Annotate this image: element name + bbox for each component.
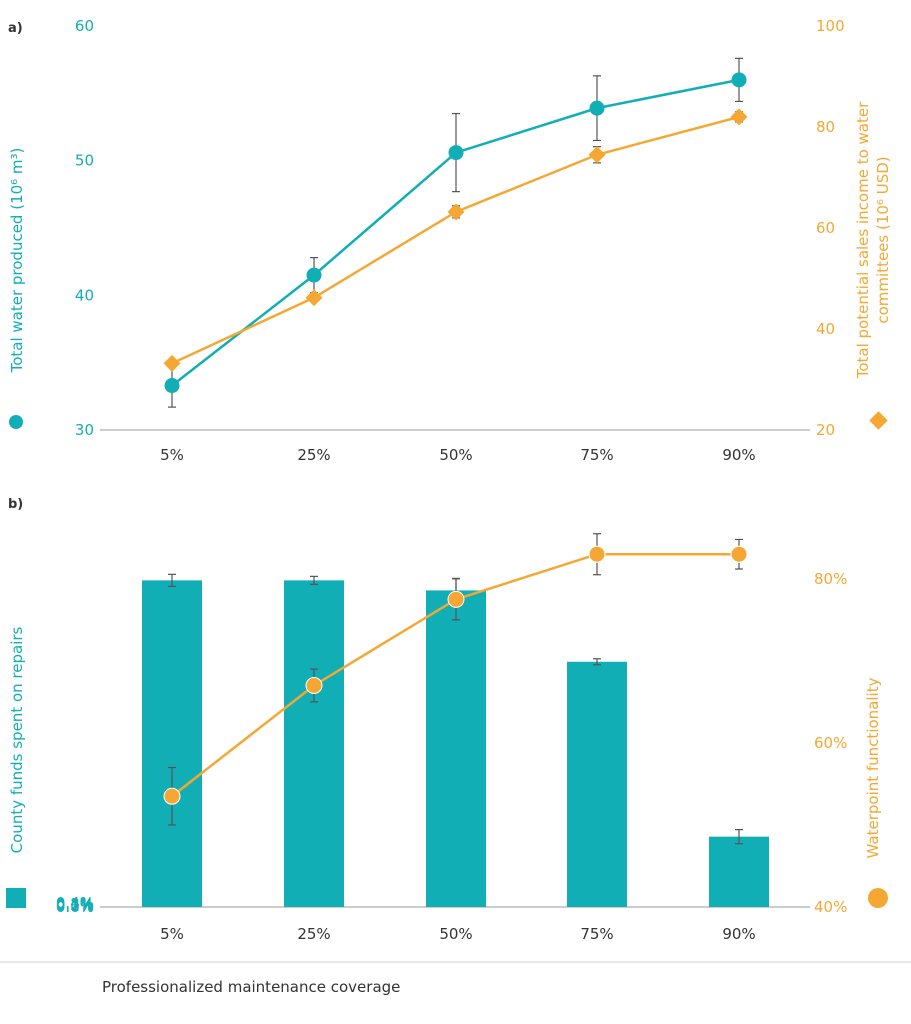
panel-a-right-tick-label: 80 <box>816 118 835 136</box>
panel-b-functionality-point <box>163 787 181 805</box>
panel-b-x-tick-label: 25% <box>297 925 330 943</box>
panel-a-label: a) <box>8 21 23 36</box>
panel-b-x-tick-label: 50% <box>439 925 472 943</box>
panel-b-repair-bar <box>284 580 344 907</box>
panel-a-income-point <box>305 289 323 307</box>
panel-a-right-tick-label: 60 <box>816 219 835 237</box>
panel-a-left-tick-label: 40 <box>75 286 94 304</box>
panel-a-water-point <box>306 267 322 283</box>
panel-a-income-point <box>588 146 606 164</box>
panel-b-left-axis-label: County funds spent on repairs <box>8 626 26 853</box>
panel-a-x-tick-label: 75% <box>580 446 613 464</box>
panel-b-right-tick-label: 40% <box>814 898 847 916</box>
panel-b-repair-bar <box>567 661 627 907</box>
panel-a-water-point <box>164 378 180 394</box>
panel-b-repair-bar <box>142 580 202 907</box>
panel-a-x-tick-label: 25% <box>297 446 330 464</box>
panel-b-chart: b) 0.0%0.1%0.2%0.3%0.4% 40% 60% 80% 5% 25% 5… <box>6 497 888 943</box>
panel-b-right-axis-label: Waterpoint functionality <box>864 677 882 858</box>
panel-a-water-point <box>589 100 605 116</box>
panel-b-functionality-point <box>305 676 323 694</box>
panel-a-left-axis-label: Total water produced (10⁶ m³) <box>8 148 26 374</box>
panel-b-repair-error-bar <box>168 573 176 588</box>
panel-b-left-tick-label: 0.3% <box>56 895 94 913</box>
panel-b-left-tick-label: 0.4% <box>56 894 94 912</box>
panel-b-functionality-point <box>730 545 748 563</box>
panel-a-income-point <box>730 108 748 126</box>
panel-a-chart: a) 30 40 50 60 20 40 60 80 100 5% 25% 50% 75% 90% T… <box>8 17 892 464</box>
panel-b-repair-error-bar <box>593 658 601 666</box>
panel-a-right-tick-label: 40 <box>816 320 835 338</box>
panel-a-right-axis-title: Total potential sales income to water co… <box>854 101 892 379</box>
panel-b-x-tick-label: 5% <box>160 925 184 943</box>
panel-b-functionality-point <box>447 590 465 608</box>
panel-b-x-tick-label: 90% <box>722 925 755 943</box>
panel-b-left-tick-label: 0.0% <box>56 898 94 916</box>
panel-a-left-legend-circle-icon <box>9 415 23 429</box>
panel-b-functionality-point <box>588 545 606 563</box>
panel-b-repair-bar <box>426 590 486 907</box>
panel-b-right-tick-label: 80% <box>814 570 847 588</box>
panel-b-x-tick-label: 75% <box>580 925 613 943</box>
panel-b-right-tick-label: 60% <box>814 734 847 752</box>
panel-a-x-tick-label: 50% <box>439 446 472 464</box>
panel-b-left-legend-square-icon <box>6 888 26 908</box>
panel-b-label: b) <box>8 497 23 512</box>
panel-a-left-tick-label: 50 <box>75 152 94 170</box>
panel-a-income-point <box>447 203 465 221</box>
panel-b-repair-error-bar <box>735 829 743 845</box>
panel-a-right-legend-diamond-icon <box>869 411 888 430</box>
panel-a-right-tick-label: 20 <box>816 421 835 439</box>
panel-b-left-axis-title: County funds spent on repairs <box>8 626 26 853</box>
panel-b-left-tick-label: 0.1% <box>56 897 94 915</box>
panel-b-repair-bar <box>709 836 769 907</box>
panel-a-x-tick-label: 90% <box>722 446 755 464</box>
panel-b-repair-error-bar <box>310 575 318 585</box>
panel-a-income-point <box>163 354 181 372</box>
panel-b-right-axis-title: Waterpoint functionality <box>864 677 882 858</box>
panel-b-left-tick-label: 0.2% <box>56 896 94 914</box>
x-axis-title: Professionalized maintenance coverage <box>102 978 400 996</box>
panel-a-water-point <box>731 72 747 88</box>
panel-b-right-legend-circle-icon <box>868 888 888 908</box>
panel-a-x-tick-label: 5% <box>160 446 184 464</box>
panel-a-right-tick-label: 100 <box>816 17 845 35</box>
panel-a-right-axis-label-line1: Total potential sales income to water <box>854 101 872 379</box>
panel-a-water-point <box>448 145 464 161</box>
panel-a-left-tick-label: 60 <box>75 17 94 35</box>
panel-a-left-axis-title: Total water produced (10⁶ m³) <box>8 148 26 374</box>
panel-a-right-axis-label-line2: committees (10⁶ USD) <box>874 156 892 323</box>
panel-a-left-tick-label: 30 <box>75 421 94 439</box>
